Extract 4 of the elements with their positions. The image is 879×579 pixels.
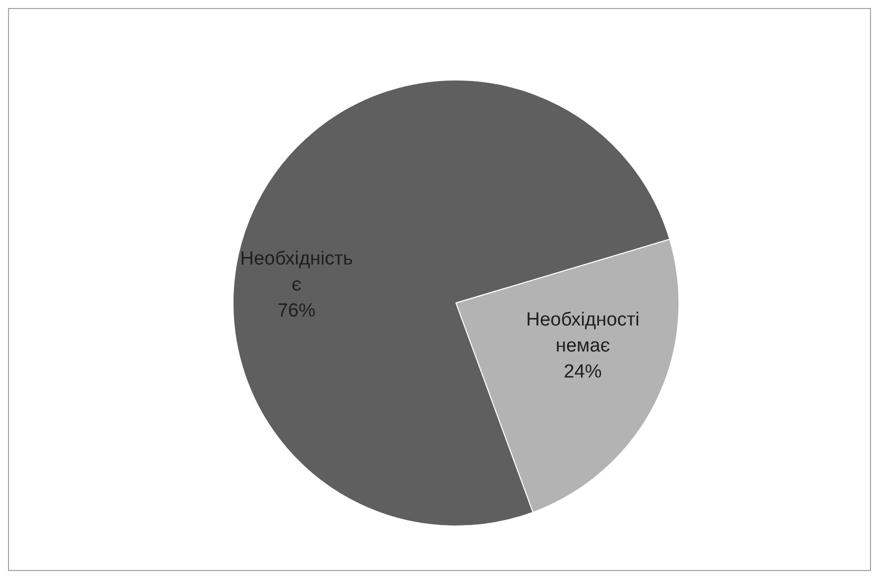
slice-label: Необхідності немає — [526, 309, 640, 356]
data-label: 24% — [564, 361, 602, 382]
slice-label: Необхідність є — [240, 248, 353, 296]
data-label: 76% — [277, 300, 316, 322]
